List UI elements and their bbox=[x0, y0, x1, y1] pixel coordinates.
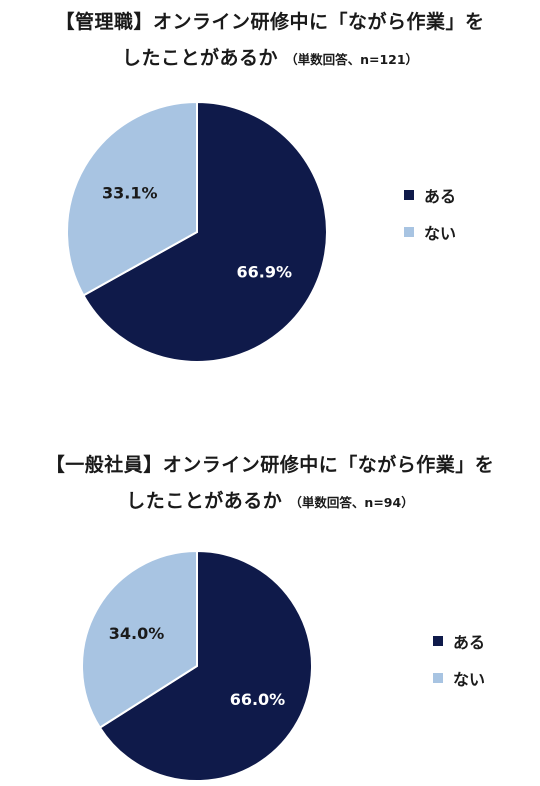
chart1-legend-item-nai: ない bbox=[404, 213, 456, 250]
chart2-title-line2-wrap: したことがあるか （単数回答、n=94） bbox=[0, 483, 540, 521]
chart2-title-line2: したことがあるか bbox=[126, 490, 283, 512]
chart2-slice-nai bbox=[81, 549, 198, 730]
chart2-legend-item-aru: ある bbox=[433, 622, 485, 659]
chart2-label-nai: 34.0% bbox=[109, 624, 165, 643]
chart1-slice-nai bbox=[66, 100, 198, 297]
chart2-legend-label-aru: ある bbox=[453, 632, 486, 652]
chart1-label-aru: 66.9% bbox=[237, 262, 293, 281]
chart1-title-line1: 【管理職】オンライン研修中に「ながら作業」を bbox=[55, 11, 485, 33]
chart2-pie: 66.0% 34.0% bbox=[81, 549, 313, 782]
chart2-legend: ある ない bbox=[433, 622, 485, 696]
chart1-label-nai: 33.1% bbox=[102, 184, 158, 203]
chart1-pie: 66.9% 33.1% bbox=[66, 100, 328, 363]
chart2-slice-aru bbox=[98, 549, 313, 782]
chart2-title-line1: 【一般社員】オンライン研修中に「ながら作業」を bbox=[45, 454, 495, 476]
chart1-legend-label-aru: ある bbox=[424, 186, 457, 206]
chart1-slice-aru bbox=[82, 100, 328, 363]
chart1-legend-swatch-aru bbox=[404, 189, 414, 200]
chart1-subtitle: （単数回答、n=121） bbox=[285, 52, 419, 67]
chart2-legend-swatch-nai bbox=[433, 672, 443, 683]
chart1-title: 【管理職】オンライン研修中に「ながら作業」を したことがあるか （単数回答、n=… bbox=[0, 4, 540, 78]
chart1-legend-item-aru: ある bbox=[404, 176, 456, 213]
chart2-subtitle: （単数回答、n=94） bbox=[289, 495, 414, 510]
chart2-legend-item-nai: ない bbox=[433, 659, 485, 696]
chart1-title-line2-wrap: したことがあるか （単数回答、n=121） bbox=[0, 40, 540, 78]
chart2-label-aru: 66.0% bbox=[230, 690, 286, 709]
chart1-legend: ある ない bbox=[404, 176, 456, 250]
chart2-legend-label-nai: ない bbox=[453, 669, 486, 689]
chart2-legend-swatch-aru bbox=[433, 635, 443, 646]
chart2-title: 【一般社員】オンライン研修中に「ながら作業」を したことがあるか （単数回答、n… bbox=[0, 447, 540, 521]
chart1-legend-swatch-nai bbox=[404, 226, 414, 237]
chart1-legend-label-nai: ない bbox=[424, 223, 457, 243]
chart1-title-line2: したことがあるか bbox=[121, 47, 278, 69]
